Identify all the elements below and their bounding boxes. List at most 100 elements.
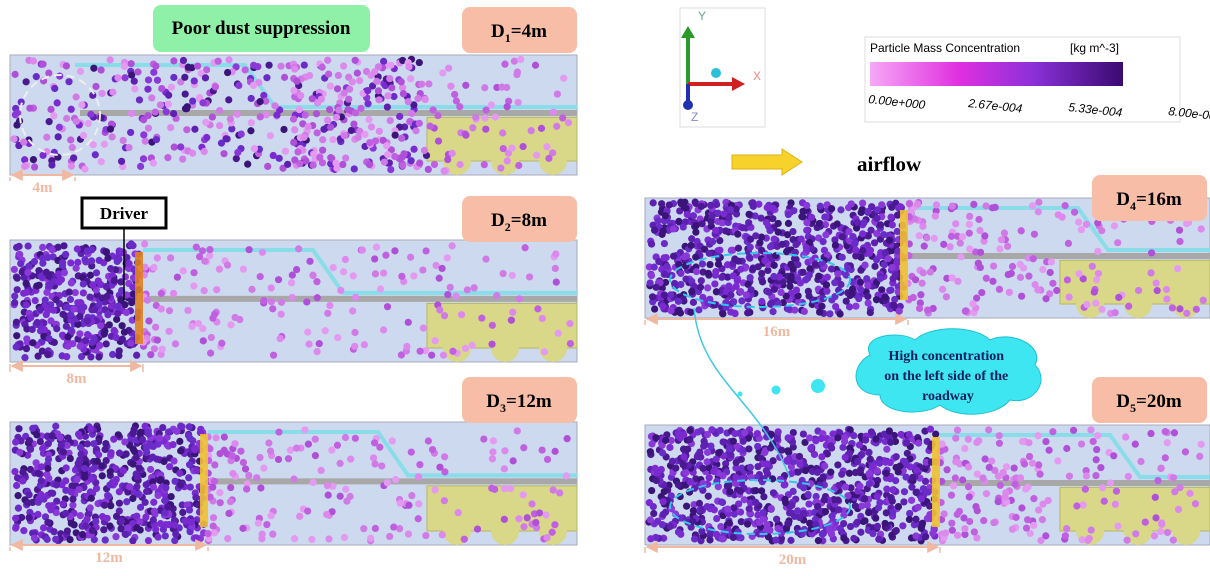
particle [216, 489, 223, 496]
particle [499, 129, 506, 136]
particle [47, 106, 54, 113]
particle [63, 304, 70, 311]
particle [717, 427, 724, 434]
particle [110, 436, 117, 443]
particle [451, 91, 458, 98]
particle [180, 57, 187, 64]
particle [449, 348, 456, 355]
particle [101, 502, 108, 509]
particle [410, 146, 417, 153]
particle [1066, 473, 1073, 480]
particle [20, 527, 27, 534]
particle [1063, 525, 1070, 532]
particle [256, 454, 263, 461]
particle [785, 434, 792, 441]
particle [1186, 490, 1193, 497]
particle [43, 134, 50, 141]
particle [305, 441, 312, 448]
particle [352, 109, 359, 116]
particle [510, 457, 517, 464]
particle [1151, 532, 1158, 539]
particle [1170, 536, 1177, 543]
particle [202, 119, 209, 126]
particle [858, 451, 865, 458]
particle [1045, 447, 1052, 454]
particle [109, 89, 116, 96]
panel: D4=16m16m [645, 175, 1210, 340]
particle [297, 92, 304, 99]
particle [774, 435, 781, 442]
particle [815, 273, 822, 280]
particle [982, 202, 989, 209]
particle [996, 245, 1003, 252]
particle [715, 449, 722, 456]
particle [126, 483, 133, 490]
particle [199, 325, 206, 332]
particle [50, 112, 57, 119]
particle [221, 433, 228, 440]
particle [79, 531, 86, 538]
particle [888, 532, 895, 539]
particle [772, 537, 779, 544]
particle [1020, 264, 1027, 271]
particle [493, 292, 500, 299]
particle [239, 525, 246, 532]
particle [819, 238, 826, 245]
particle [47, 317, 54, 324]
particle [224, 69, 231, 76]
particle [959, 233, 966, 240]
machine-wheel [491, 334, 519, 362]
particle [291, 65, 298, 72]
particle [840, 534, 847, 541]
particle [1090, 438, 1097, 445]
particle [792, 241, 799, 248]
particle [859, 230, 866, 237]
particle [444, 291, 451, 298]
particle [516, 295, 523, 302]
particle [1154, 287, 1161, 294]
particle [399, 162, 406, 169]
origin-ball [711, 68, 721, 78]
particle [39, 61, 46, 68]
particle [310, 161, 317, 168]
particle [746, 505, 753, 512]
particle [147, 466, 154, 473]
particle [912, 532, 919, 539]
particle [663, 254, 670, 261]
particle [91, 306, 98, 313]
particle [1137, 458, 1144, 465]
particle [686, 427, 693, 434]
particle [436, 464, 443, 471]
particle [675, 298, 682, 305]
particle [81, 474, 88, 481]
particle [519, 143, 526, 150]
particle [683, 503, 690, 510]
particle [508, 144, 515, 151]
particle [867, 456, 874, 463]
particle [1078, 226, 1085, 233]
particle [758, 270, 765, 277]
particle [744, 520, 751, 527]
particle [140, 116, 147, 123]
particle [789, 228, 796, 235]
particle [1036, 471, 1043, 478]
particle [73, 93, 80, 100]
particle [293, 445, 300, 452]
particle [889, 221, 896, 228]
particle [235, 82, 242, 89]
particle [364, 100, 371, 107]
particle [706, 261, 713, 268]
particle [1054, 457, 1061, 464]
particle [288, 279, 295, 286]
particle [680, 453, 687, 460]
particle [1152, 514, 1159, 521]
particle [148, 94, 155, 101]
particle [1065, 240, 1072, 247]
particle [744, 309, 751, 316]
particle [528, 127, 535, 134]
particle [895, 503, 902, 510]
particle [275, 276, 282, 283]
particle [492, 113, 499, 120]
particle [843, 298, 850, 305]
particle [405, 319, 412, 326]
